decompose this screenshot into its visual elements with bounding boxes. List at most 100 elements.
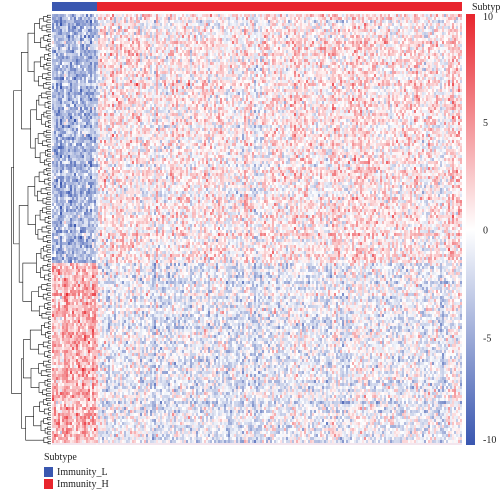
heatmap-cell xyxy=(448,65,450,68)
heatmap-cell xyxy=(322,14,324,17)
heatmap-cell xyxy=(280,50,282,53)
heatmap-cell xyxy=(344,35,346,38)
heatmap-cell xyxy=(62,59,64,62)
heatmap-cell xyxy=(230,23,232,26)
heatmap-cell xyxy=(168,71,170,74)
heatmap-cell xyxy=(288,26,290,29)
heatmap-cell xyxy=(248,65,250,68)
heatmap-cell xyxy=(360,38,362,41)
heatmap-cell xyxy=(332,20,334,23)
heatmap-cell xyxy=(200,44,202,47)
heatmap-cell xyxy=(394,29,396,32)
heatmap-cell xyxy=(310,65,312,68)
heatmap-cell xyxy=(202,65,204,68)
heatmap-cell xyxy=(174,47,176,50)
heatmap-cell xyxy=(94,26,96,29)
heatmap-cell xyxy=(386,71,388,74)
heatmap-cell xyxy=(200,32,202,35)
heatmap-cell xyxy=(76,80,78,83)
heatmap-cell xyxy=(280,23,282,26)
heatmap-cell xyxy=(196,20,198,23)
heatmap-cell xyxy=(150,68,152,71)
heatmap-cell xyxy=(272,65,274,68)
heatmap-cell xyxy=(58,83,60,86)
heatmap-cell xyxy=(78,17,80,20)
heatmap-cell xyxy=(222,47,224,50)
heatmap-cell xyxy=(292,29,294,32)
heatmap-cell xyxy=(194,80,196,83)
heatmap-cell xyxy=(270,41,272,44)
heatmap-cell xyxy=(390,35,392,38)
heatmap-cell xyxy=(210,71,212,74)
heatmap-cell xyxy=(452,23,454,26)
heatmap-cell xyxy=(148,32,150,35)
heatmap-cell xyxy=(208,47,210,50)
heatmap-cell xyxy=(348,44,350,47)
heatmap-cell xyxy=(224,68,226,71)
heatmap-cell xyxy=(254,26,256,29)
heatmap-cell xyxy=(234,20,236,23)
heatmap-cell xyxy=(436,26,438,29)
heatmap-cell xyxy=(352,74,354,77)
heatmap-cell xyxy=(192,14,194,17)
heatmap-cell xyxy=(160,53,162,56)
heatmap-cell xyxy=(294,80,296,83)
heatmap-cell xyxy=(128,29,130,32)
heatmap-cell xyxy=(146,77,148,80)
heatmap-cell xyxy=(320,14,322,17)
heatmap-cell xyxy=(250,23,252,26)
heatmap-cell xyxy=(122,29,124,32)
heatmap-cell xyxy=(156,71,158,74)
heatmap-cell xyxy=(100,17,102,20)
heatmap-cell xyxy=(212,44,214,47)
heatmap-cell xyxy=(164,23,166,26)
heatmap-cell xyxy=(230,74,232,77)
heatmap-cell xyxy=(240,41,242,44)
heatmap-cell xyxy=(108,62,110,65)
heatmap-cell xyxy=(202,29,204,32)
heatmap-cell xyxy=(402,62,404,65)
heatmap-cell xyxy=(438,23,440,26)
heatmap-cell xyxy=(64,32,66,35)
heatmap-cell xyxy=(236,26,238,29)
heatmap-cell xyxy=(348,47,350,50)
heatmap-cell xyxy=(54,26,56,29)
heatmap-cell xyxy=(138,29,140,32)
heatmap-cell xyxy=(386,26,388,29)
heatmap-cell xyxy=(174,35,176,38)
heatmap-cell xyxy=(454,71,456,74)
heatmap-cell xyxy=(76,29,78,32)
heatmap-cell xyxy=(340,56,342,59)
heatmap-cell xyxy=(346,71,348,74)
heatmap-cell xyxy=(412,41,414,44)
heatmap-cell xyxy=(360,29,362,32)
heatmap-cell xyxy=(272,41,274,44)
heatmap-cell xyxy=(460,77,462,80)
heatmap-cell xyxy=(332,68,334,71)
heatmap-cell xyxy=(380,53,382,56)
heatmap-cell xyxy=(266,80,268,83)
heatmap-cell xyxy=(106,29,108,32)
heatmap-cell xyxy=(258,38,260,41)
heatmap-cell xyxy=(276,56,278,59)
heatmap-cell xyxy=(110,32,112,35)
heatmap-cell xyxy=(414,80,416,83)
heatmap-cell xyxy=(82,71,84,74)
heatmap-cell xyxy=(450,65,452,68)
heatmap-cell xyxy=(130,38,132,41)
heatmap-cell xyxy=(376,23,378,26)
heatmap-cell xyxy=(310,56,312,59)
heatmap-cell xyxy=(422,53,424,56)
heatmap-cell xyxy=(60,32,62,35)
heatmap-cell xyxy=(238,23,240,26)
heatmap-cell xyxy=(280,77,282,80)
heatmap-cell xyxy=(98,32,100,35)
heatmap-cell xyxy=(284,23,286,26)
heatmap-cell xyxy=(306,17,308,20)
heatmap-cell xyxy=(342,44,344,47)
heatmap-cell xyxy=(366,44,368,47)
heatmap-cell xyxy=(206,56,208,59)
dendrogram-branch xyxy=(38,95,46,106)
heatmap-cell xyxy=(374,80,376,83)
heatmap-cell xyxy=(120,80,122,83)
